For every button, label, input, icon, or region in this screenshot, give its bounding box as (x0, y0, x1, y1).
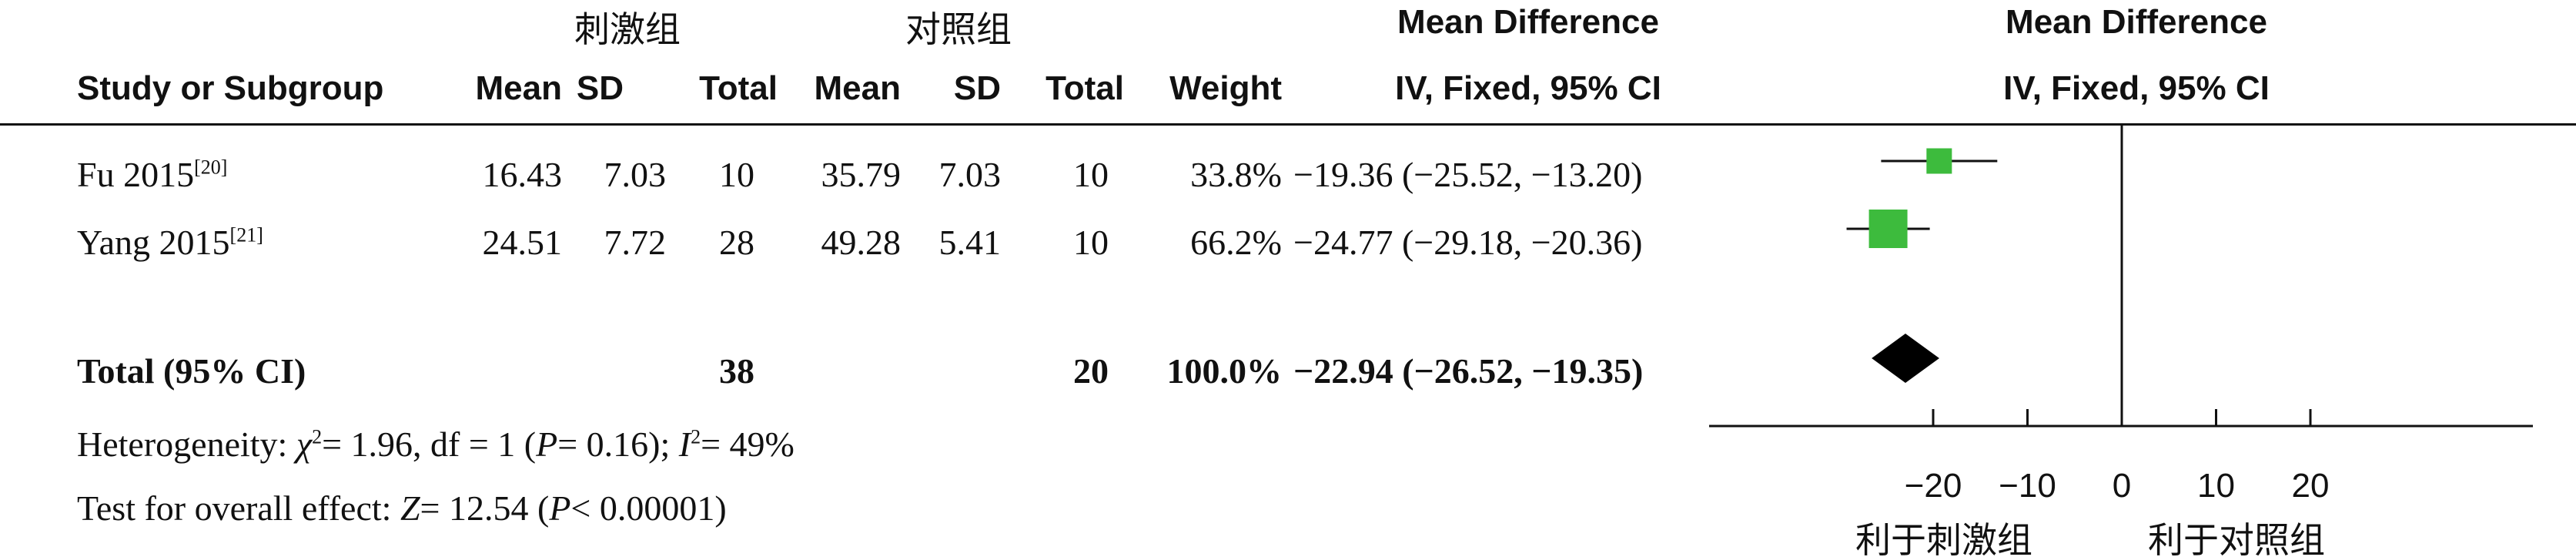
col-total-e: Total (699, 69, 778, 107)
sd-e: 7.72 (604, 223, 667, 262)
col-total-c: Total (1045, 69, 1124, 107)
total-c: 10 (1073, 223, 1109, 262)
col-sd-e: SD (576, 69, 624, 107)
md-title-left: Mean Difference (1397, 3, 1659, 41)
sd-c: 7.03 (938, 155, 1002, 194)
mean-c: 49.28 (821, 223, 902, 262)
col-weight: Weight (1169, 69, 1282, 107)
header-rule (0, 123, 2576, 126)
sd-e: 7.03 (604, 155, 667, 194)
weight: 33.8% (1190, 155, 1282, 194)
x-tick-label: −10 (1999, 467, 2056, 505)
x-tick-label: 10 (2197, 467, 2235, 505)
total-c: 10 (1073, 155, 1109, 194)
col-sd-c: SD (953, 69, 1001, 107)
x-tick-label: −20 (1905, 467, 1962, 505)
overall-effect-text: Test for overall effect: Z= 12.54 (P< 0.… (77, 488, 727, 528)
group-header-experimental: 刺激组 (574, 8, 681, 50)
study-marker (1868, 210, 1908, 248)
axis-label-left: 利于刺激组 (1855, 519, 2032, 557)
axis-label-right: 利于对照组 (2148, 519, 2325, 557)
total-e: 10 (719, 155, 754, 194)
col-mean-c: Mean (814, 69, 901, 107)
md-ci: −24.77 (−29.18, −20.36) (1293, 223, 1643, 262)
md-title-right: Mean Difference (2006, 3, 2267, 41)
mean-c: 35.79 (821, 155, 902, 194)
sd-c: 5.41 (938, 223, 1002, 262)
col-mean-e: Mean (475, 69, 562, 107)
heterogeneity-text: Heterogeneity: χ2= 1.96, df = 1 (P= 0.16… (77, 424, 795, 464)
total-md-ci: −22.94 (−26.52, −19.35) (1293, 351, 1644, 391)
study-marker (1926, 148, 1952, 174)
col-ci-left: IV, Fixed, 95% CI (1395, 69, 1661, 107)
total-weight: 100.0% (1166, 351, 1283, 391)
col-study: Study or Subgroup (77, 69, 384, 107)
total-c: 20 (1073, 351, 1109, 391)
total-e: 38 (719, 351, 754, 391)
weight: 66.2% (1190, 223, 1282, 262)
x-tick-label: 0 (2113, 467, 2131, 505)
study-name: Fu 2015[20] (77, 155, 228, 194)
md-ci: −19.36 (−25.52, −13.20) (1293, 155, 1643, 194)
x-tick-label: 20 (2292, 467, 2330, 505)
mean-e: 24.51 (482, 223, 563, 262)
total-e: 28 (719, 223, 754, 262)
col-ci-right: IV, Fixed, 95% CI (2003, 69, 2270, 107)
pooled-diamond (1872, 334, 1939, 383)
study-name: Yang 2015[21] (77, 223, 263, 262)
group-header-control: 对照组 (905, 8, 1012, 50)
total-label: Total (95% CI) (77, 351, 306, 391)
mean-e: 16.43 (482, 155, 563, 194)
